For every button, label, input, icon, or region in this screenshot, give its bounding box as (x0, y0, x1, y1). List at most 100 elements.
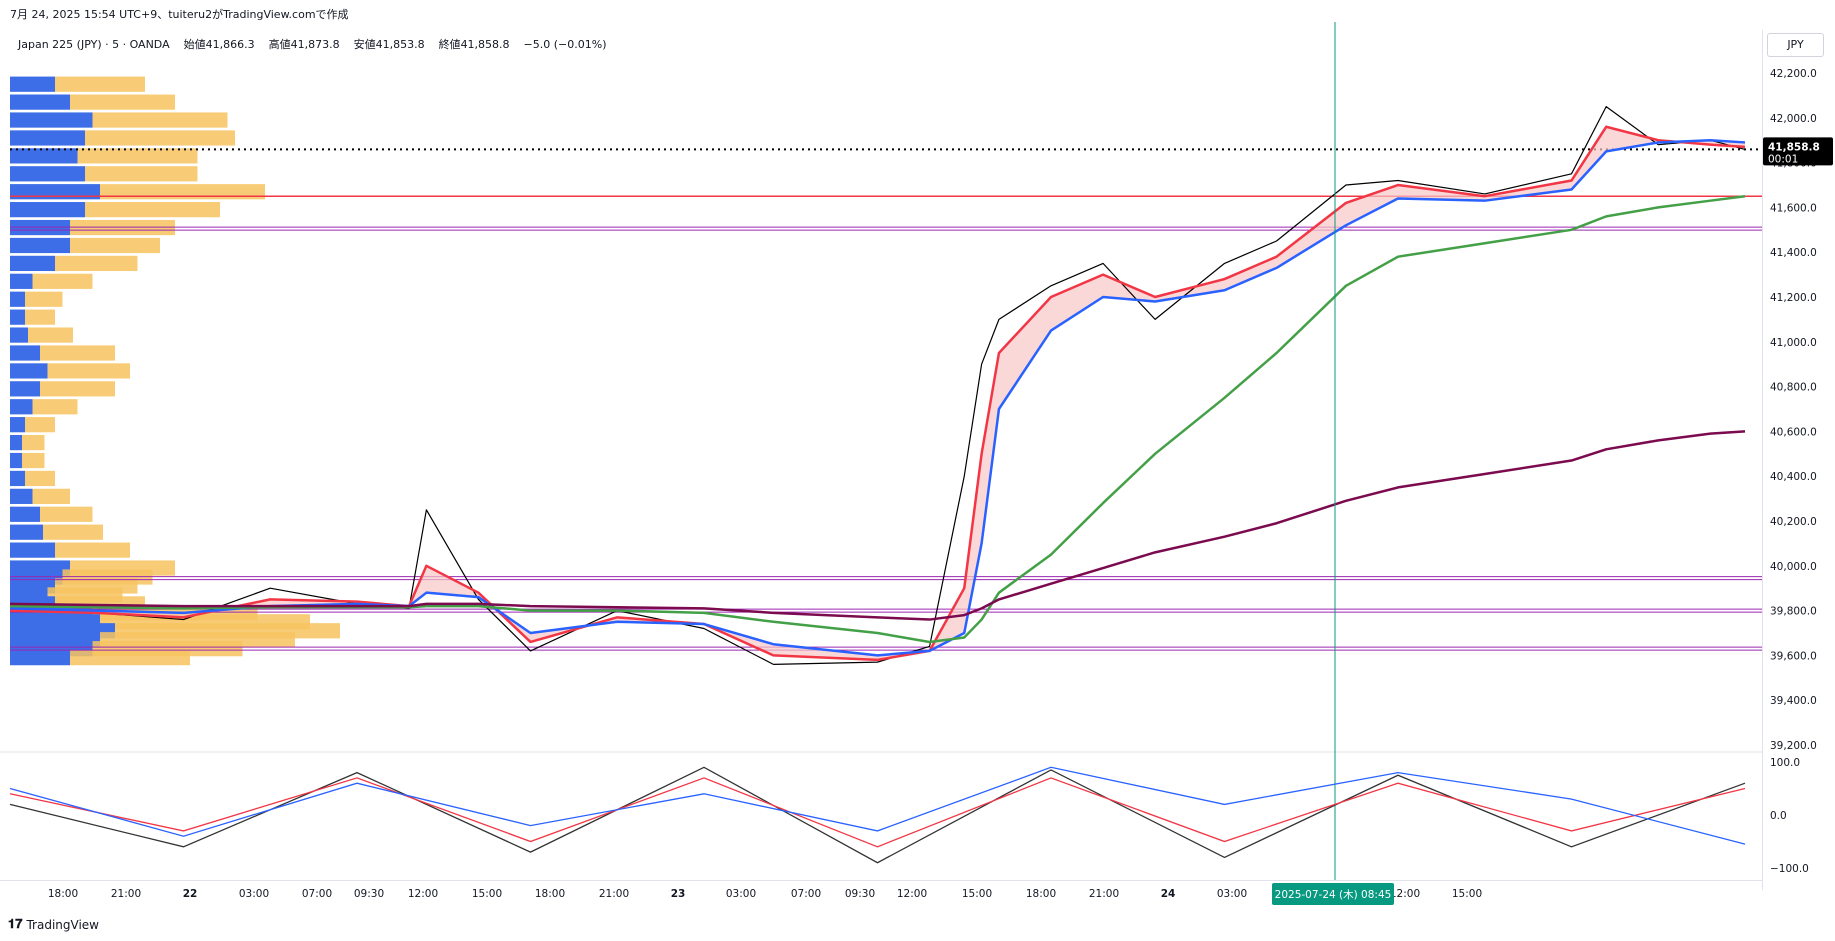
price-tick-label: 42,200.0 (1770, 68, 1817, 80)
volume-bar-down (25, 291, 63, 307)
series-line-ema_slow (9, 194, 1746, 644)
currency-button[interactable]: JPY (1767, 33, 1824, 57)
volume-bar-down (47, 363, 130, 379)
volume-bar-down (70, 94, 175, 110)
time-tick-label: 09:30 (354, 888, 384, 900)
volume-bar-down (22, 452, 45, 469)
volume-bar-down (40, 506, 93, 522)
volume-bar-up (10, 166, 85, 182)
time-tick-label: 15:00 (472, 888, 502, 900)
volume-bar-up (10, 327, 28, 343)
volume-bar-up (10, 524, 43, 540)
volume-bar-down (55, 542, 130, 558)
volume-bar-down (25, 470, 55, 487)
volume-bar-up (10, 381, 40, 397)
time-tick-label: 18:00 (48, 888, 78, 900)
open-label: 始値 (183, 38, 206, 51)
price-tick-label: 40,800.0 (1770, 382, 1817, 394)
price-tick-label: 42,000.0 (1770, 113, 1817, 125)
cursor-date-tag (1272, 883, 1394, 905)
oscillator-tick-label: 100.0 (1770, 757, 1800, 769)
volume-bar-down (43, 524, 103, 540)
price-tick-label: 40,200.0 (1770, 516, 1817, 528)
volume-bar-down (92, 112, 228, 128)
price-tick-label: 41,200.0 (1770, 292, 1817, 304)
time-tick-label: 12:00 (1390, 888, 1420, 900)
volume-bar-down (32, 488, 70, 504)
current-price-tag (1763, 137, 1833, 166)
tradingview-logo-text: TradingView (26, 917, 99, 932)
time-tick-label: 07:00 (302, 888, 332, 900)
series-line-ema_mid (9, 138, 1746, 657)
time-tick-label: 21:00 (111, 888, 141, 900)
time-tick-label: 24 (1161, 888, 1176, 900)
volume-bar-down (28, 327, 73, 343)
time-tick-label: 15:00 (1452, 888, 1482, 900)
cursor-date-label: 2025-07-24 (木) 08:45 (1275, 889, 1392, 901)
chart-canvas[interactable]: 42,200.042,000.041,800.041,600.041,400.0… (0, 0, 1835, 910)
volume-bar-up (10, 291, 25, 307)
volume-bar-down (32, 273, 93, 289)
volume-bar-down (32, 399, 78, 415)
time-tick-label: 21:00 (1089, 888, 1119, 900)
volume-bar-down (40, 381, 115, 397)
countdown-value: 00:01 (1768, 153, 1798, 165)
volume-bar-up (10, 94, 70, 110)
volume-bar-down (77, 148, 198, 164)
tradingview-mark-icon: 𝟏𝟕 (8, 917, 23, 932)
volume-bar-up (10, 273, 33, 289)
volume-bar-up (10, 650, 70, 666)
volume-bar-up (10, 309, 25, 325)
volume-bar-up (10, 237, 70, 254)
volume-bar-up (10, 255, 55, 272)
chart-caption: 7月 24, 2025 15:54 UTC+9、tuiteru2がTrading… (10, 8, 349, 21)
volume-bar-up (10, 452, 22, 469)
volume-bar-down (85, 166, 198, 182)
time-tick-label: 12:00 (408, 888, 438, 900)
volume-bar-down (70, 650, 190, 666)
volume-bar-up (10, 506, 40, 522)
volume-bar-up (10, 470, 25, 487)
volume-bar-down (25, 309, 55, 325)
volume-bar-up (10, 542, 55, 558)
volume-bar-down (85, 202, 220, 218)
price-tick-label: 39,200.0 (1770, 740, 1817, 752)
time-tick-label: 23 (671, 888, 686, 900)
time-tick-label: 07:00 (791, 888, 821, 900)
volume-bar-up (10, 417, 25, 433)
high-value: 41,873.8 (290, 38, 340, 51)
volume-bar-up (10, 148, 78, 164)
time-tick-label: 03:00 (1217, 888, 1247, 900)
volume-bar-down (25, 417, 55, 433)
time-axis[interactable] (0, 880, 1762, 909)
time-tick-label: 03:00 (239, 888, 269, 900)
low-value: 41,853.8 (375, 38, 425, 51)
close-value: 41,858.8 (460, 38, 510, 51)
price-tick-label: 41,000.0 (1770, 337, 1817, 349)
time-tick-label: 18:00 (1026, 888, 1056, 900)
volume-bar-down (70, 237, 160, 254)
oscillator-line-signal (9, 777, 1746, 848)
volume-bar-up (10, 76, 55, 92)
price-tick-label: 39,800.0 (1770, 606, 1817, 618)
series-line-ema_long (9, 430, 1746, 621)
high-label: 高値 (268, 38, 291, 51)
oscillator-line-fast (9, 766, 1746, 864)
price-axis[interactable] (1762, 30, 1835, 890)
series-line-close (9, 105, 1746, 665)
time-tick-label: 18:00 (535, 888, 565, 900)
volume-bar-down (55, 76, 145, 92)
time-tick-label: 21:00 (599, 888, 629, 900)
volume-bar-up (10, 130, 85, 146)
symbol-legend: Japan 225 (JPY) · 5 · OANDA 始値41,866.3 高… (18, 36, 607, 52)
oscillator-tick-label: −100.0 (1770, 863, 1809, 875)
price-tick-label: 39,600.0 (1770, 650, 1817, 662)
time-tick-label: 09:30 (845, 888, 875, 900)
time-tick-label: 03:00 (726, 888, 756, 900)
time-tick-label: 12:00 (897, 888, 927, 900)
volume-bar-down (40, 345, 115, 361)
price-tick-label: 41,400.0 (1770, 247, 1817, 259)
tradingview-logo[interactable]: 𝟏𝟕 TradingView (8, 917, 99, 932)
current-price-value: 41,858.8 (1768, 141, 1820, 153)
low-label: 安値 (353, 38, 376, 51)
